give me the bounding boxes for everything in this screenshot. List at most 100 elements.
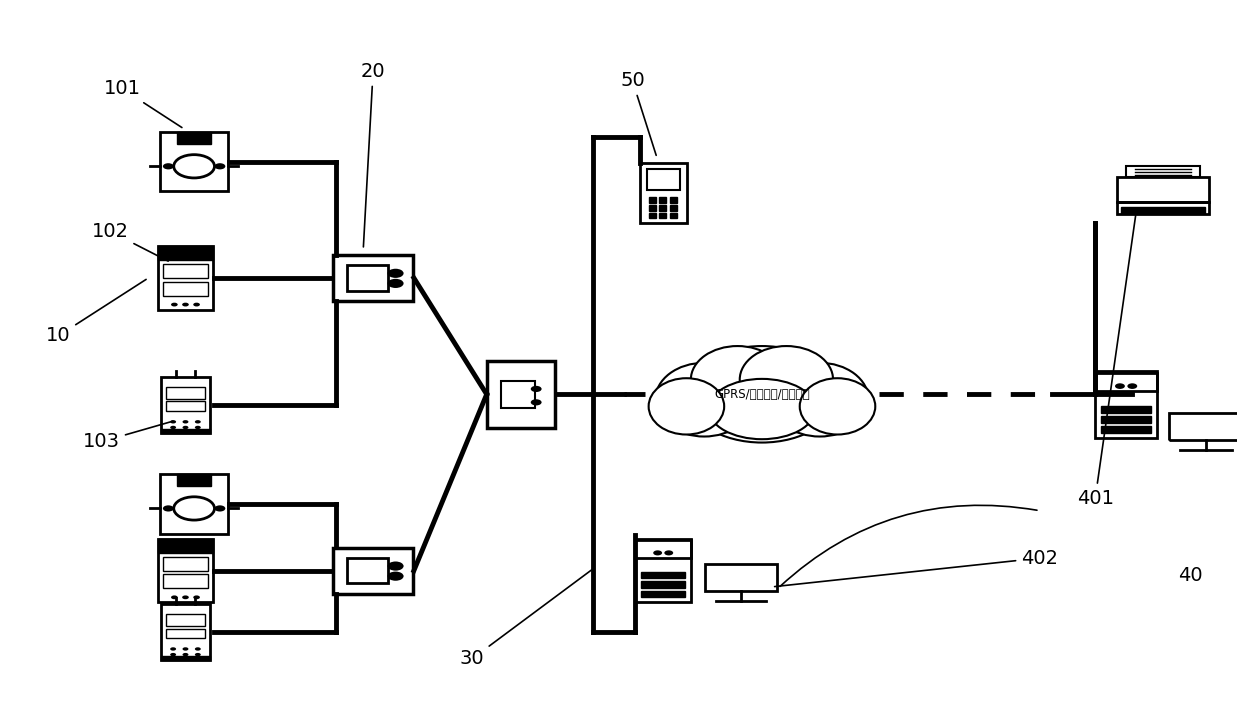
Circle shape — [531, 386, 542, 392]
Circle shape — [195, 653, 201, 656]
Bar — [164, 574, 207, 589]
Circle shape — [171, 303, 177, 306]
Bar — [177, 132, 211, 144]
Bar — [1117, 203, 1209, 214]
Circle shape — [162, 506, 174, 511]
Bar — [334, 547, 413, 594]
Bar — [161, 604, 210, 661]
Bar — [160, 132, 228, 191]
Bar — [157, 539, 213, 602]
Bar — [660, 198, 666, 203]
Circle shape — [195, 420, 201, 424]
Bar — [1101, 427, 1151, 433]
Text: 40: 40 — [1178, 566, 1203, 585]
Circle shape — [182, 426, 188, 429]
Circle shape — [182, 303, 188, 306]
Circle shape — [170, 420, 176, 424]
Circle shape — [162, 164, 174, 169]
Bar — [647, 169, 680, 191]
Bar — [161, 377, 210, 433]
Text: 20: 20 — [361, 62, 386, 247]
Circle shape — [215, 506, 226, 511]
Text: 30: 30 — [460, 569, 593, 668]
Circle shape — [388, 572, 403, 581]
Circle shape — [170, 647, 176, 651]
Bar — [670, 213, 677, 218]
Text: 103: 103 — [83, 421, 172, 451]
Bar — [166, 387, 206, 400]
Bar — [649, 198, 656, 203]
Bar — [641, 572, 686, 578]
Circle shape — [170, 426, 176, 429]
Bar — [334, 255, 413, 301]
Circle shape — [195, 426, 201, 429]
Bar — [161, 656, 210, 661]
Bar — [660, 205, 666, 210]
Bar — [157, 246, 213, 310]
Bar — [347, 558, 388, 584]
Bar — [161, 429, 210, 433]
Circle shape — [388, 269, 403, 278]
Bar — [1121, 207, 1205, 213]
Circle shape — [193, 595, 200, 599]
Bar — [487, 360, 556, 428]
Bar — [635, 540, 691, 558]
Bar — [166, 614, 206, 626]
Ellipse shape — [800, 378, 875, 434]
Bar — [1095, 371, 1157, 439]
Bar — [157, 539, 213, 553]
Circle shape — [665, 550, 673, 555]
Bar — [160, 474, 228, 534]
Circle shape — [182, 420, 188, 424]
Bar — [670, 205, 677, 210]
Circle shape — [1115, 383, 1125, 389]
Bar — [157, 246, 213, 260]
Bar — [166, 629, 206, 638]
Text: 402: 402 — [775, 549, 1058, 587]
Bar — [660, 213, 666, 218]
Circle shape — [182, 647, 188, 651]
Circle shape — [193, 303, 200, 306]
Bar — [501, 381, 534, 407]
Circle shape — [171, 595, 177, 599]
Bar — [641, 591, 686, 597]
Ellipse shape — [649, 378, 724, 434]
Circle shape — [388, 562, 403, 571]
Ellipse shape — [771, 363, 868, 437]
Text: 101: 101 — [104, 80, 182, 127]
Ellipse shape — [740, 346, 833, 413]
Bar — [347, 265, 388, 291]
Bar — [166, 402, 206, 410]
Circle shape — [182, 595, 188, 599]
Bar — [1101, 406, 1151, 413]
Bar — [649, 213, 656, 218]
Text: GPRS/无线专网/电话网线: GPRS/无线专网/电话网线 — [714, 387, 810, 401]
Bar — [670, 198, 677, 203]
Bar — [1117, 177, 1209, 203]
Bar — [635, 539, 691, 602]
Bar — [640, 164, 687, 223]
Bar — [1095, 373, 1157, 392]
Circle shape — [531, 400, 542, 405]
Ellipse shape — [687, 346, 837, 442]
Circle shape — [182, 653, 188, 656]
Circle shape — [653, 550, 662, 555]
Text: 10: 10 — [46, 279, 146, 346]
Bar — [177, 474, 211, 486]
Circle shape — [195, 647, 201, 651]
Ellipse shape — [655, 363, 753, 437]
Text: 401: 401 — [1076, 215, 1136, 508]
Circle shape — [215, 164, 226, 169]
Bar — [641, 582, 686, 588]
Ellipse shape — [708, 379, 815, 439]
Bar — [649, 205, 656, 210]
Circle shape — [170, 653, 176, 656]
Bar — [164, 264, 207, 278]
Circle shape — [1127, 383, 1137, 389]
Bar — [706, 565, 776, 592]
Text: 50: 50 — [620, 71, 656, 155]
Text: 102: 102 — [92, 222, 169, 261]
Circle shape — [388, 279, 403, 288]
Ellipse shape — [691, 346, 784, 413]
Bar — [1126, 166, 1200, 177]
